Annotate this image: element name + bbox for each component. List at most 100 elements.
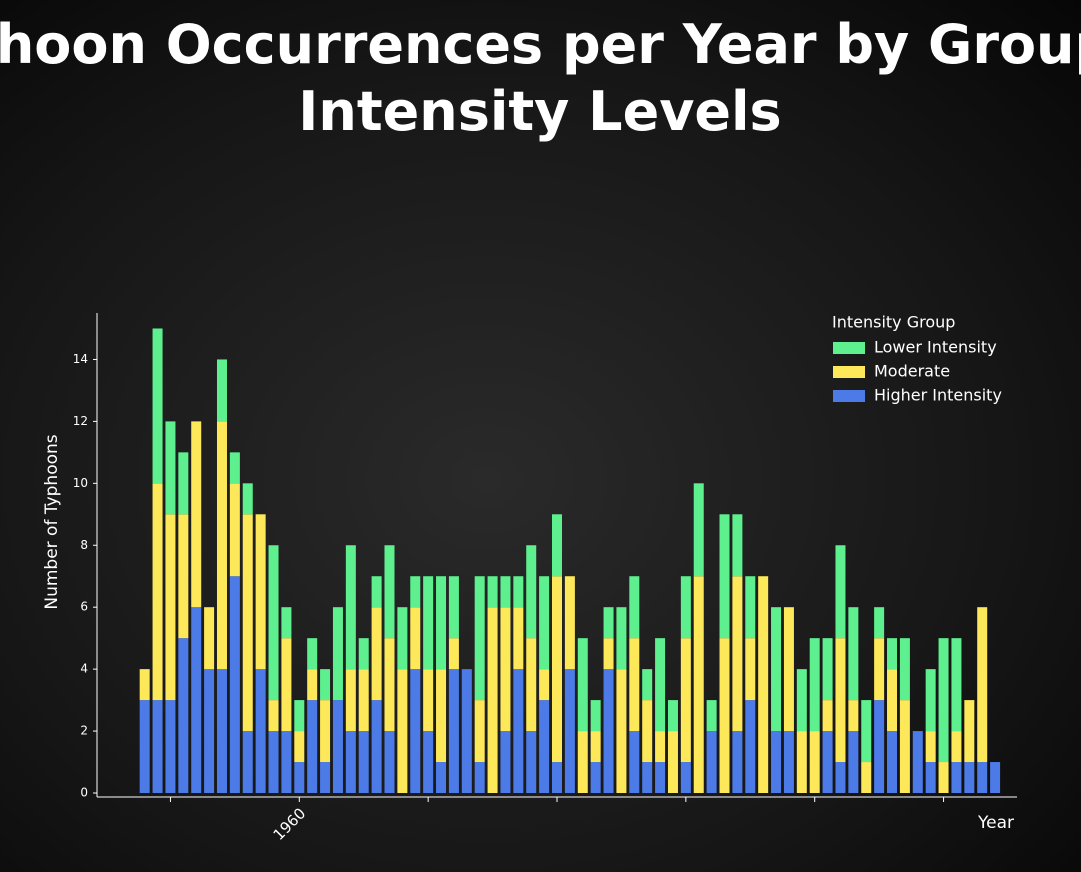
bar-segment xyxy=(835,638,846,763)
bar-segment xyxy=(642,669,653,701)
bar-segment xyxy=(242,731,253,793)
bar-segment xyxy=(783,731,794,793)
bar-segment xyxy=(616,607,627,670)
bar-segment xyxy=(783,607,794,732)
bar-segment xyxy=(358,731,369,793)
bar-segment xyxy=(448,576,459,639)
bar-segment xyxy=(178,638,189,793)
bar-segment xyxy=(165,514,176,701)
bar-segment xyxy=(719,514,730,639)
bar-segment xyxy=(345,545,356,670)
bar-segment xyxy=(397,607,408,670)
bar-segment xyxy=(307,669,318,701)
bar-segment xyxy=(822,731,833,793)
bar-segment xyxy=(255,669,266,793)
bar-segment xyxy=(964,762,975,793)
bar-segment xyxy=(191,607,202,793)
bar-segment xyxy=(178,452,189,515)
bar-segment xyxy=(513,607,524,670)
bar-segment xyxy=(294,700,305,732)
bar-segment xyxy=(371,700,382,793)
bar-segment xyxy=(320,762,331,793)
bar-segment xyxy=(423,669,434,732)
bar-segment xyxy=(539,700,550,793)
bar-segment xyxy=(822,638,833,701)
bar-segment xyxy=(732,576,743,732)
bar-segment xyxy=(603,607,614,639)
bar-segment xyxy=(719,638,730,793)
bar-segment xyxy=(487,607,498,793)
bar-segment xyxy=(255,514,266,670)
bar-segment xyxy=(771,731,782,793)
bar-segment xyxy=(938,762,949,793)
bar-segment xyxy=(874,700,885,793)
bar-segment xyxy=(423,576,434,670)
bar-segment xyxy=(655,638,666,732)
y-tick-label: 10 xyxy=(73,476,88,490)
bar-segment xyxy=(655,731,666,763)
bar-segment xyxy=(384,638,395,732)
bar-segment xyxy=(629,731,640,793)
bar-segment xyxy=(848,607,859,701)
bar-segment xyxy=(371,576,382,608)
bar-segment xyxy=(139,700,150,793)
bar-segment xyxy=(410,669,421,793)
bar-segment xyxy=(410,576,421,608)
bar-segment xyxy=(706,700,717,732)
bar-segment xyxy=(178,514,189,639)
bar-segment xyxy=(745,700,756,793)
bar-segment xyxy=(629,638,640,732)
bar-segment xyxy=(887,669,898,732)
bar-segment xyxy=(899,638,910,701)
bar-segment xyxy=(680,762,691,793)
bar-segment xyxy=(822,700,833,732)
bar-segment xyxy=(268,545,279,701)
bar-segment xyxy=(552,576,562,763)
bar-segment xyxy=(526,731,537,793)
bar-segment xyxy=(165,700,176,793)
x-axis-label: Year xyxy=(977,813,1014,833)
y-tick-label: 12 xyxy=(73,414,88,428)
bar-segment xyxy=(358,638,369,670)
bar-segment xyxy=(216,359,227,422)
legend-label: Higher Intensity xyxy=(874,386,1002,405)
bar-segment xyxy=(242,483,253,515)
bar-segment xyxy=(294,731,305,763)
bar-segment xyxy=(436,669,447,763)
bar-segment xyxy=(564,576,575,670)
bar-segment xyxy=(809,638,820,732)
bar-segment xyxy=(745,576,756,639)
bar-segment xyxy=(603,669,614,793)
bar-segment xyxy=(423,731,434,793)
legend-swatch xyxy=(833,390,865,402)
bar-segment xyxy=(912,731,923,793)
bar-segment xyxy=(500,576,511,608)
y-tick-label: 6 xyxy=(80,600,88,614)
bar-segment xyxy=(204,607,215,670)
bar-segment xyxy=(603,638,614,670)
legend-label: Lower Intensity xyxy=(874,338,997,357)
bar-segment xyxy=(371,607,382,701)
bar-segment xyxy=(384,545,395,639)
bar-segment xyxy=(874,638,885,701)
bar-segment xyxy=(268,731,279,793)
bar-segment xyxy=(152,700,163,793)
bar-segment xyxy=(887,638,898,670)
bar-segment xyxy=(165,421,176,515)
y-tick-label: 4 xyxy=(80,662,88,676)
bar-segment xyxy=(474,700,485,763)
bar-segment xyxy=(526,638,537,732)
bar-segment xyxy=(577,731,588,793)
bar-segment xyxy=(500,607,511,732)
bar-segment xyxy=(758,576,769,793)
bar-segment xyxy=(680,638,691,763)
bar-segment xyxy=(655,762,666,793)
bar-segment xyxy=(216,421,227,670)
bar-segment xyxy=(590,731,601,763)
bar-segment xyxy=(552,514,562,577)
bar-segment xyxy=(745,638,756,701)
bar-segment xyxy=(229,452,240,484)
bar-segment xyxy=(436,576,447,670)
bar-segment xyxy=(513,669,524,793)
